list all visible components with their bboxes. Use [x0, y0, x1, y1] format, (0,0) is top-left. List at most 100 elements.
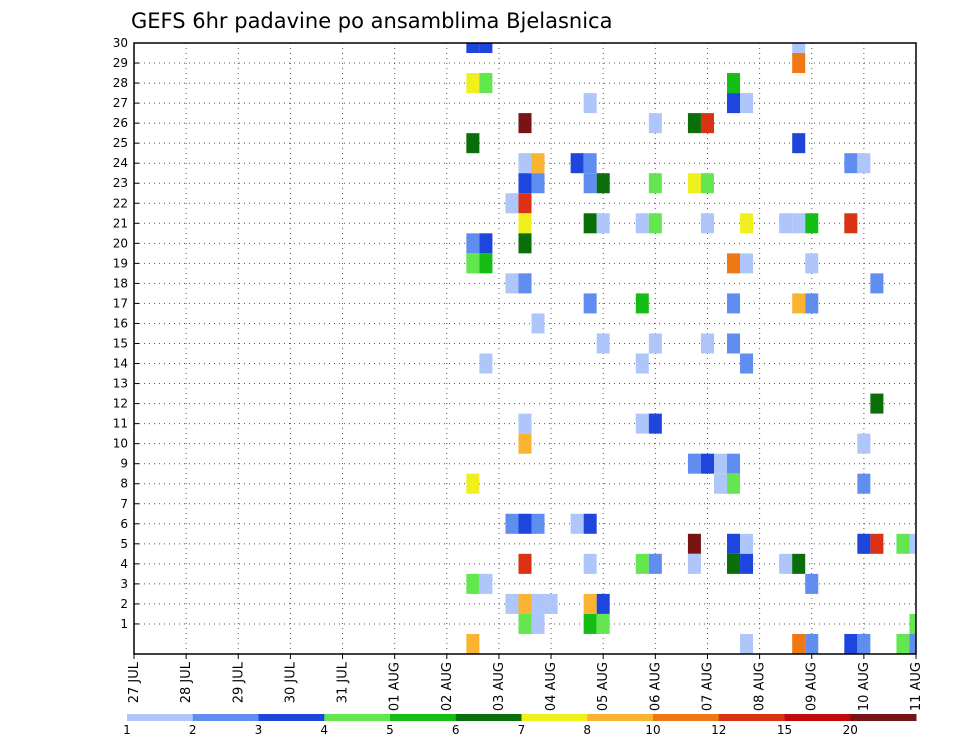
precip-cell	[727, 533, 741, 554]
precip-cell	[583, 613, 597, 634]
y-tick-label: 16	[113, 316, 128, 330]
precip-cell	[518, 233, 532, 254]
colorbar-segment	[390, 714, 457, 721]
precip-cell	[648, 553, 662, 574]
precip-cell	[805, 573, 819, 594]
precip-cell	[779, 553, 793, 574]
precip-cell	[531, 153, 545, 174]
precip-cell	[505, 273, 519, 294]
y-tick-label: 11	[113, 417, 128, 431]
precip-cell	[740, 213, 754, 234]
precip-cell	[687, 553, 701, 574]
precip-cell	[479, 43, 493, 54]
precip-cell	[596, 593, 610, 614]
y-tick-label: 25	[113, 136, 128, 150]
y-tick-label: 13	[113, 377, 128, 391]
precip-cell	[531, 613, 545, 634]
precip-cell	[518, 213, 532, 234]
precip-cell	[596, 173, 610, 194]
precip-cell	[844, 153, 858, 174]
precip-cell	[583, 173, 597, 194]
precip-cells	[466, 43, 916, 654]
x-tick-label: 09 AUG	[805, 662, 820, 711]
precip-cell	[466, 133, 480, 154]
precip-cell	[740, 553, 754, 574]
precip-cell	[687, 113, 701, 134]
precip-cell	[857, 533, 871, 554]
precip-cell	[909, 613, 916, 634]
x-tick-label: 10 AUG	[857, 662, 872, 711]
precip-cell	[727, 293, 741, 314]
precip-cell	[583, 153, 597, 174]
y-tick-label: 20	[113, 236, 128, 250]
precip-cell	[583, 513, 597, 534]
precip-cell	[505, 193, 519, 214]
precip-cell	[583, 553, 597, 574]
precip-cell	[583, 213, 597, 234]
precip-cell	[635, 213, 649, 234]
y-tick-label: 22	[113, 196, 128, 210]
precip-cell	[466, 253, 480, 274]
precip-cell	[479, 573, 493, 594]
precip-cell	[805, 293, 819, 314]
precip-cell	[727, 553, 741, 574]
colorbar-segment	[192, 714, 259, 721]
y-tick-label: 17	[113, 296, 128, 310]
y-tick-label: 24	[113, 156, 128, 170]
y-tick-label: 15	[113, 336, 128, 350]
colorbar-segment	[718, 714, 785, 721]
precip-cell	[648, 333, 662, 354]
precip-cell	[727, 93, 741, 114]
colorbar-label: 5	[386, 723, 394, 737]
y-tick-label: 9	[120, 457, 128, 471]
y-tick-label: 27	[113, 96, 128, 110]
precip-cell	[700, 333, 714, 354]
precip-cell	[466, 633, 480, 654]
precip-cell	[727, 73, 741, 94]
precip-cell	[792, 43, 806, 54]
y-tick-label: 3	[120, 577, 128, 591]
y-tick-label: 29	[113, 56, 128, 70]
precip-cell	[583, 293, 597, 314]
y-tick-label: 14	[113, 357, 128, 371]
x-tick-label: 05 AUG	[596, 662, 611, 711]
x-tick-label: 28 JUL	[179, 661, 194, 703]
precip-cell	[583, 93, 597, 114]
plot-frame	[133, 42, 917, 655]
precip-cell	[857, 433, 871, 454]
precip-cell	[648, 213, 662, 234]
precip-cell	[844, 213, 858, 234]
y-axis-ticks: 1234567891011121314151617181920212223242…	[113, 36, 139, 631]
y-tick-label: 21	[113, 216, 128, 230]
x-tick-label: 02 AUG	[440, 662, 455, 711]
precip-cell	[740, 353, 754, 374]
y-tick-label: 23	[113, 176, 128, 190]
colorbar-label: 15	[777, 723, 792, 737]
precip-cell	[896, 533, 910, 554]
precip-cell	[648, 113, 662, 134]
precip-cell	[518, 173, 532, 194]
precip-cell	[700, 113, 714, 134]
precip-cell	[479, 233, 493, 254]
precip-cell	[792, 213, 806, 234]
y-tick-label: 30	[113, 36, 128, 50]
chart-title: GEFS 6hr padavine po ansamblima Bjelasni…	[131, 9, 612, 33]
precip-cell	[792, 53, 806, 74]
precip-cell	[792, 633, 806, 654]
precip-cell	[635, 293, 649, 314]
y-tick-label: 12	[113, 397, 128, 411]
x-tick-label: 31 JUL	[336, 661, 351, 703]
precip-cell	[844, 633, 858, 654]
colorbar-label: 20	[843, 723, 858, 737]
precip-cell	[518, 433, 532, 454]
x-tick-label: 30 JUL	[283, 661, 298, 703]
precip-cell	[518, 113, 532, 134]
precip-cell	[518, 153, 532, 174]
precip-cell	[635, 553, 649, 574]
colorbar-label: 1	[123, 723, 131, 737]
precip-cell	[518, 513, 532, 534]
precip-cell	[505, 513, 519, 534]
colorbar-label: 7	[518, 723, 526, 737]
precip-cell	[635, 413, 649, 434]
